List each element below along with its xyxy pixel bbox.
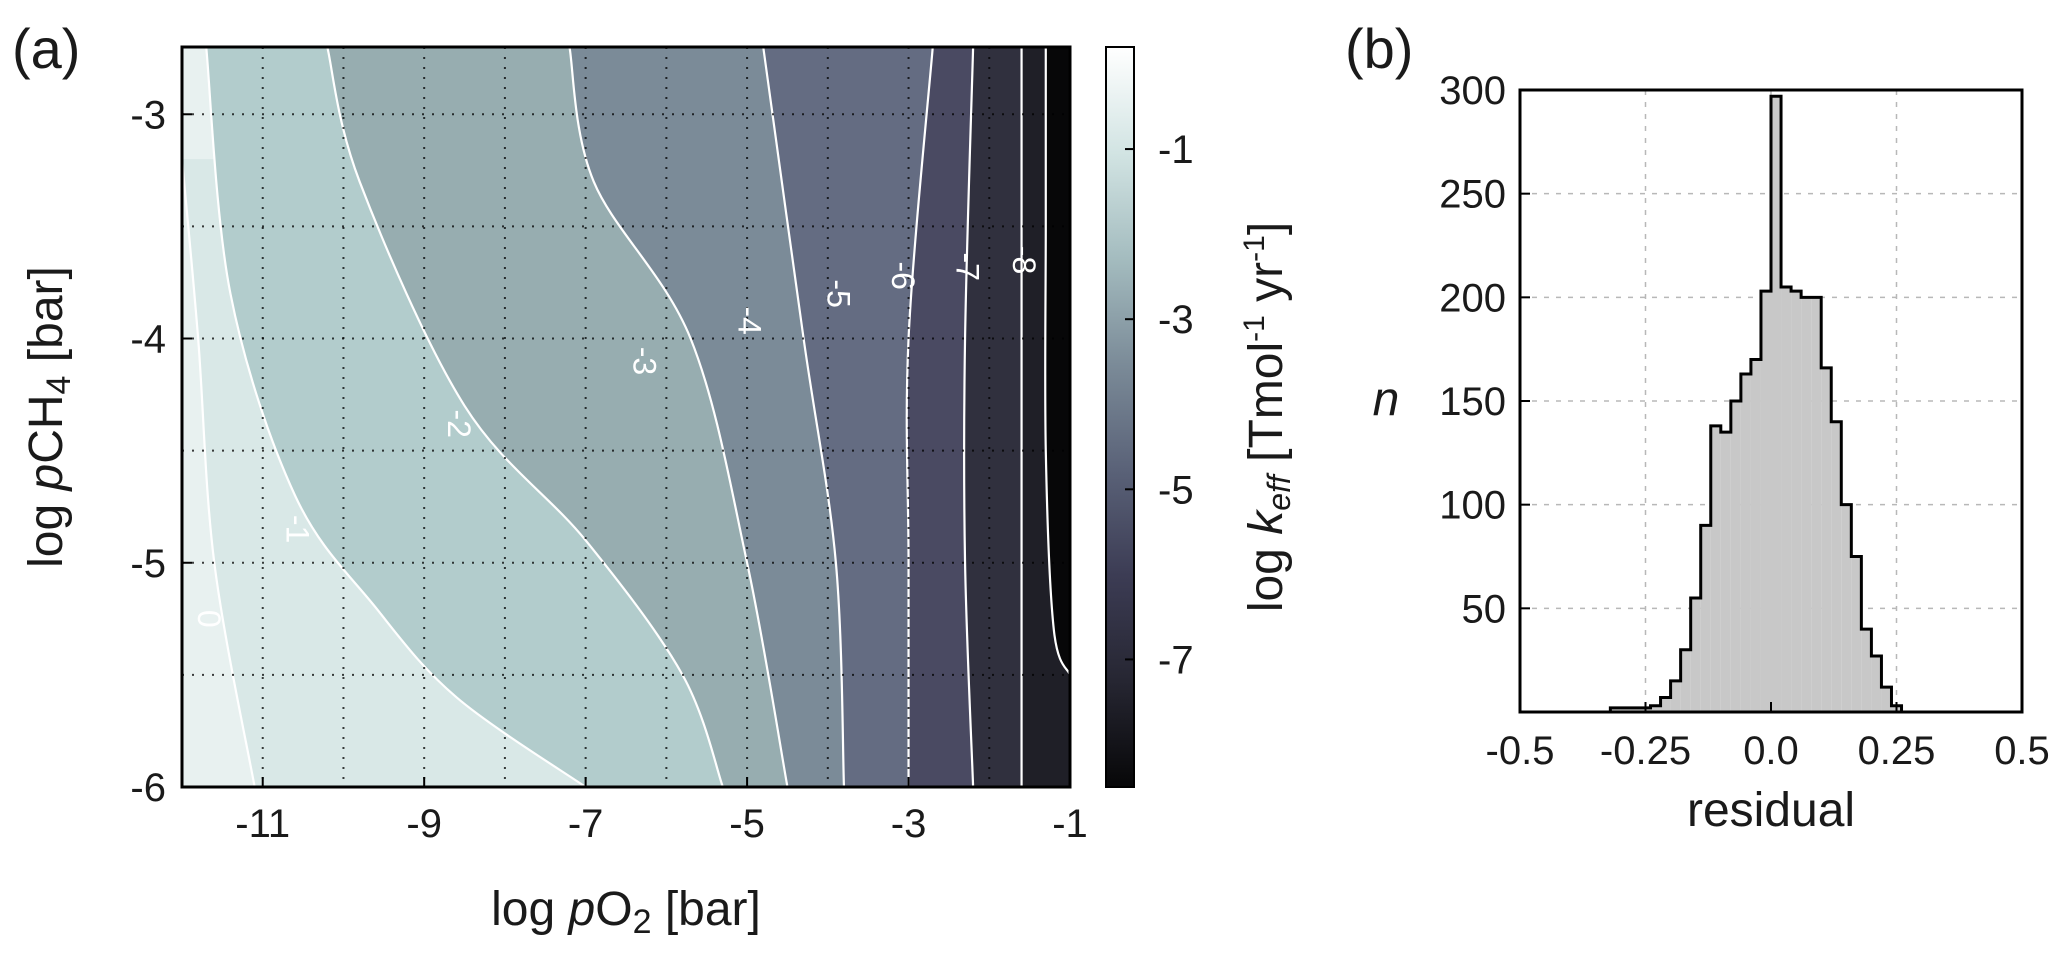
histogram-bar — [1660, 697, 1671, 712]
contour-label--7: -7 — [950, 253, 986, 281]
panel-b-label: (b) — [1345, 17, 1413, 80]
histogram-bar — [1630, 707, 1641, 712]
contour-line-0 — [182, 159, 256, 787]
y-tick-label: -6 — [130, 766, 166, 810]
y-tick-label: 100 — [1439, 484, 1506, 528]
contour-labels: 0 -1 -2 -3 -4 -5 -6 -7 -8 — [191, 246, 1042, 628]
x-tick-label: -9 — [406, 802, 442, 846]
contour-line--4 — [762, 47, 846, 787]
histogram-bar — [1720, 432, 1731, 712]
y-tick-label: 250 — [1439, 173, 1506, 217]
contour-label--6: -6 — [885, 262, 921, 290]
histogram-bar — [1811, 297, 1822, 712]
grid-a — [182, 47, 1070, 787]
x-ticks-a: -11 -9 -7 -5 -3 -1 — [235, 777, 1088, 846]
colorbar — [1105, 46, 1135, 788]
colorbar-tick-label: -3 — [1158, 298, 1194, 342]
histogram-bar — [1781, 286, 1792, 712]
x-tick-label: -3 — [891, 802, 927, 846]
colorbar-tick-label: -5 — [1158, 468, 1194, 512]
contour-label--3: -3 — [627, 347, 663, 375]
histogram-bars — [1610, 96, 1902, 713]
panel-a: (a) 0 -1 -2 -3 -4 -5 -6 -7 -8 -11 -9 -7 -5 -3 -1 -3 -4… — [12, 17, 1297, 941]
y-tick-label: -3 — [130, 93, 166, 137]
panel-b: (b) -0.5 -0.25 0.0 0.25 0.5 50 100 150 200 250 30… — [1345, 17, 2050, 837]
histogram-bar — [1610, 707, 1621, 712]
contour-label--8: -8 — [1006, 246, 1042, 274]
y-axis-label-b: n — [1373, 373, 1400, 426]
y-tick-label: 200 — [1439, 276, 1506, 320]
contour-label--4: -4 — [732, 306, 768, 334]
x-tick-label: -0.5 — [1486, 729, 1555, 773]
x-ticks-b: -0.5 -0.25 0.0 0.25 0.5 — [1486, 702, 2050, 773]
contour-fill-regions — [182, 47, 1070, 787]
histogram-bar — [1861, 629, 1872, 712]
contour-line--3 — [568, 47, 789, 787]
x-tick-label: 0.25 — [1858, 729, 1936, 773]
y-tick-label: -5 — [130, 542, 166, 586]
x-tick-label: 0.0 — [1743, 729, 1799, 773]
contour-fill--8 — [1045, 47, 1070, 787]
histogram-bar — [1670, 680, 1681, 712]
x-tick-label: -0.25 — [1600, 729, 1691, 773]
colorbar-ticks: -1 -3 -5 -7 — [1125, 128, 1194, 682]
contour-label-0: 0 — [191, 610, 227, 628]
x-tick-label: 0.5 — [1994, 729, 2050, 773]
histogram-bar — [1710, 425, 1721, 712]
contour-line--6 — [962, 47, 975, 787]
plot-frame-a — [180, 45, 1072, 789]
contour-line--1 — [205, 47, 587, 787]
contour-line--5 — [905, 47, 934, 787]
histogram-bar — [1750, 359, 1761, 712]
y-tick-label: 300 — [1439, 69, 1506, 113]
colorbar-tick-label: -1 — [1158, 128, 1194, 172]
histogram-bar — [1791, 291, 1802, 712]
histogram-bar — [1700, 525, 1711, 712]
histogram-bar — [1871, 656, 1882, 712]
histogram-bar — [1650, 705, 1661, 712]
x-axis-label-b: residual — [1687, 784, 1855, 837]
histogram-bar — [1821, 367, 1832, 712]
histogram-bar — [1760, 291, 1771, 712]
histogram-bar — [1831, 421, 1842, 712]
x-axis-label-a: log pO2 [bar] — [491, 883, 761, 941]
y-axis-label-a: log pCH4 [bar] — [20, 266, 78, 568]
histogram-bar — [1730, 401, 1741, 712]
x-tick-label: -7 — [568, 802, 604, 846]
contour-line--8 — [1044, 47, 1070, 676]
y-ticks-a: -3 -4 -5 -6 — [130, 93, 192, 810]
histogram-bar — [1771, 96, 1782, 713]
histogram-outline — [1608, 94, 1904, 712]
contour-label--1: -1 — [280, 515, 316, 543]
histogram-bar — [1881, 687, 1892, 712]
contour-lines — [182, 47, 1070, 787]
contour-label--5: -5 — [820, 279, 856, 307]
y-tick-label: 150 — [1439, 380, 1506, 424]
x-tick-label: -11 — [235, 802, 290, 846]
histogram-bar — [1620, 707, 1631, 712]
y-tick-label: -4 — [130, 318, 166, 362]
panel-a-label: (a) — [12, 17, 80, 80]
x-tick-label: -1 — [1052, 802, 1088, 846]
colorbar-label: log keff [Tmol-1 yr-1] — [1238, 222, 1297, 612]
histogram-bar — [1801, 297, 1812, 712]
x-tick-label: -5 — [729, 802, 765, 846]
y-ticks-b: 50 100 150 200 250 300 — [1439, 69, 1530, 631]
histogram-bar — [1680, 649, 1691, 712]
y-tick-label: 50 — [1462, 587, 1507, 631]
histogram-bar — [1740, 374, 1751, 712]
histogram-bar — [1851, 556, 1862, 712]
contour-label--2: -2 — [441, 410, 477, 438]
histogram-bar — [1841, 504, 1852, 712]
colorbar-tick-label: -7 — [1158, 638, 1194, 682]
histogram-bar — [1690, 597, 1701, 712]
